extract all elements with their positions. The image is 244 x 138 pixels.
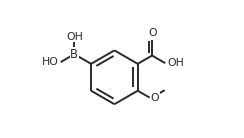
Text: O: O (150, 93, 159, 103)
Text: HO: HO (42, 57, 59, 67)
Text: OH: OH (167, 58, 184, 68)
Text: OH: OH (66, 32, 83, 42)
Text: O: O (148, 28, 157, 38)
Text: B: B (70, 48, 78, 61)
